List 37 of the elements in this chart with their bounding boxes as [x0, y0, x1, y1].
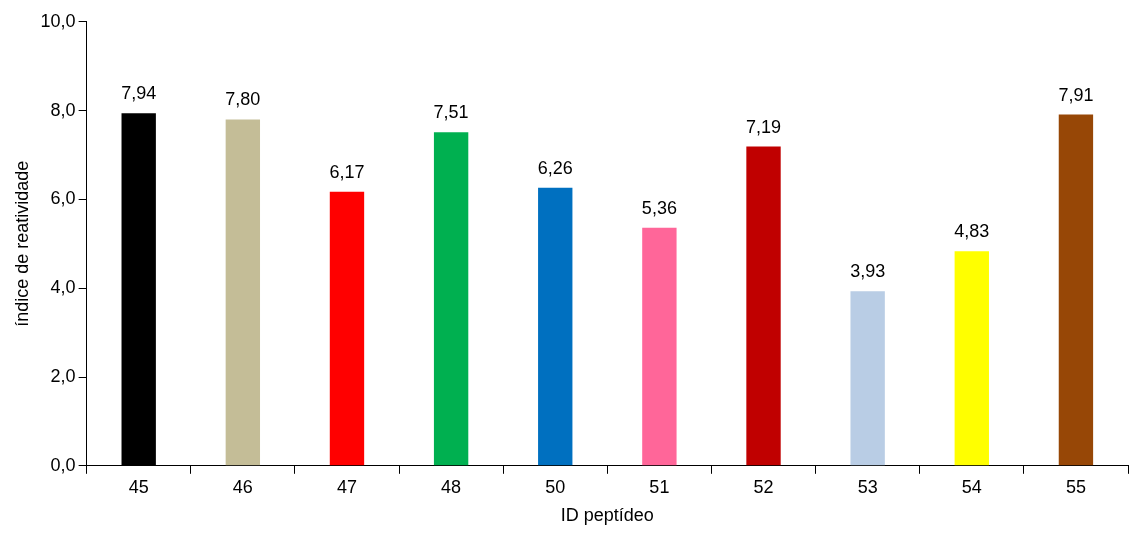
- data-label: 7,91: [1058, 84, 1094, 105]
- bar: [954, 251, 989, 466]
- x-tick-label: 53: [857, 476, 878, 497]
- data-label: 7,19: [746, 116, 782, 137]
- bar: [850, 291, 885, 466]
- y-axis-title: índice de reatividade: [11, 160, 32, 327]
- x-tick-label: 47: [336, 476, 357, 497]
- x-tick-label: 50: [545, 476, 566, 497]
- data-label: 4,83: [954, 221, 990, 242]
- x-axis-title: ID peptídeo: [560, 505, 654, 526]
- data-label: 6,26: [537, 157, 573, 178]
- bar: [433, 132, 469, 466]
- x-tick-label: 54: [961, 476, 982, 497]
- y-tick-label: 4,0: [50, 277, 76, 298]
- data-label: 6,17: [329, 161, 365, 182]
- bar: [642, 227, 677, 466]
- x-tick-label: 55: [1065, 476, 1086, 497]
- y-tick-label: 2,0: [50, 365, 76, 386]
- y-tick-label: 0,0: [50, 454, 76, 475]
- x-tick-label: 48: [441, 476, 462, 497]
- x-tick-label: 51: [649, 476, 670, 497]
- bar: [225, 119, 261, 466]
- y-tick-label: 6,0: [50, 188, 76, 209]
- bar: [1058, 114, 1094, 466]
- data-label: 3,93: [850, 261, 886, 282]
- data-label: 7,51: [433, 102, 469, 123]
- y-tick-label: 10,0: [40, 10, 76, 31]
- data-label: 7,80: [225, 89, 261, 110]
- x-tick-label: 45: [128, 476, 149, 497]
- bar: [746, 146, 781, 466]
- data-label: 5,36: [641, 197, 677, 218]
- bar: [329, 191, 365, 466]
- y-tick-label: 8,0: [50, 99, 76, 120]
- bar: [538, 187, 573, 466]
- x-tick-label: 46: [232, 476, 253, 497]
- x-tick-label: 52: [753, 476, 774, 497]
- data-label: 7,94: [121, 83, 157, 104]
